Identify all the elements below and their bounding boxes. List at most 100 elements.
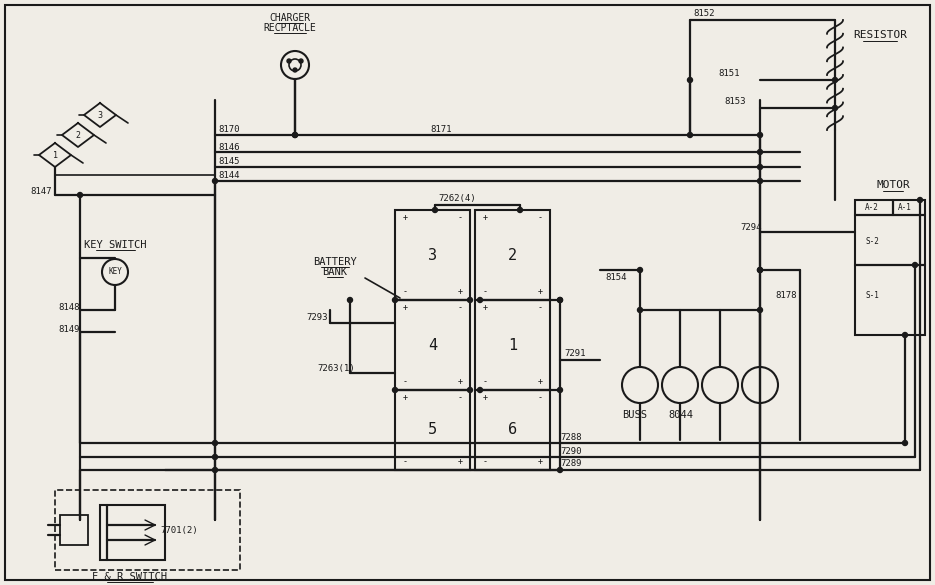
Bar: [475, 210, 550, 300]
Text: -: -: [538, 304, 542, 312]
Text: 7291: 7291: [564, 349, 585, 359]
Bar: [60, 515, 88, 545]
Circle shape: [757, 178, 763, 184]
Text: 2: 2: [76, 130, 80, 139]
Circle shape: [393, 387, 397, 393]
Bar: [395, 210, 470, 300]
Text: MOTOR: MOTOR: [876, 180, 910, 190]
Circle shape: [468, 387, 472, 393]
Text: 4: 4: [428, 338, 437, 353]
Text: CHARGER: CHARGER: [269, 13, 310, 23]
Circle shape: [687, 132, 693, 137]
Circle shape: [78, 192, 82, 198]
Text: +: +: [402, 214, 408, 222]
Text: 8151: 8151: [718, 70, 740, 78]
Text: 8152: 8152: [693, 9, 714, 19]
Text: 7288: 7288: [560, 432, 582, 442]
Text: 8144: 8144: [218, 171, 239, 181]
Bar: [100, 505, 165, 560]
Text: +: +: [457, 457, 463, 466]
Text: S-2: S-2: [865, 238, 879, 246]
Text: +: +: [457, 287, 463, 297]
Circle shape: [478, 298, 482, 302]
Text: -: -: [538, 214, 542, 222]
Circle shape: [348, 298, 352, 302]
Bar: [475, 390, 550, 470]
Circle shape: [638, 267, 642, 273]
Text: 7263(1): 7263(1): [317, 364, 354, 373]
Text: F & R SWITCH: F & R SWITCH: [93, 572, 167, 582]
Circle shape: [293, 132, 297, 137]
Text: 8145: 8145: [218, 157, 239, 167]
Circle shape: [287, 59, 291, 63]
Circle shape: [757, 308, 763, 312]
Circle shape: [757, 132, 763, 137]
Circle shape: [638, 308, 642, 312]
Text: 2: 2: [508, 247, 517, 263]
Text: 3: 3: [428, 247, 437, 263]
Text: 7262(4): 7262(4): [438, 194, 476, 202]
Circle shape: [478, 387, 482, 393]
Circle shape: [212, 455, 218, 459]
Circle shape: [917, 198, 923, 202]
Text: -: -: [402, 457, 408, 466]
Text: BANK: BANK: [323, 267, 348, 277]
Circle shape: [757, 267, 763, 273]
Text: BATTERY: BATTERY: [313, 257, 357, 267]
Text: 7289: 7289: [560, 459, 582, 469]
Circle shape: [468, 298, 472, 302]
Circle shape: [902, 332, 908, 338]
Text: 8153: 8153: [724, 98, 745, 106]
Text: -: -: [482, 287, 487, 297]
Text: +: +: [538, 287, 542, 297]
Text: 8171: 8171: [430, 125, 452, 133]
Text: -: -: [482, 457, 487, 466]
Bar: [475, 300, 550, 390]
Text: KEY SWITCH: KEY SWITCH: [84, 240, 146, 250]
Circle shape: [393, 298, 397, 302]
Text: 8147: 8147: [30, 188, 51, 197]
Text: 1: 1: [508, 338, 517, 353]
Circle shape: [687, 77, 693, 82]
Text: 8149: 8149: [58, 325, 79, 333]
Text: RESISTOR: RESISTOR: [853, 30, 907, 40]
Text: -: -: [402, 377, 408, 387]
Text: BUSS: BUSS: [622, 410, 647, 420]
Text: A-2: A-2: [865, 204, 879, 212]
Text: +: +: [538, 457, 542, 466]
Circle shape: [757, 150, 763, 154]
Circle shape: [212, 178, 218, 184]
Text: 3: 3: [97, 111, 103, 119]
Text: 7293: 7293: [306, 314, 327, 322]
Text: RECPTACLE: RECPTACLE: [264, 23, 316, 33]
Circle shape: [557, 387, 563, 393]
Text: -: -: [538, 394, 542, 402]
Text: KEY: KEY: [108, 267, 122, 277]
Circle shape: [557, 298, 563, 302]
Text: -: -: [482, 377, 487, 387]
Text: 7701(2): 7701(2): [160, 525, 197, 535]
Text: 8146: 8146: [218, 143, 239, 152]
Circle shape: [557, 298, 563, 302]
Circle shape: [212, 441, 218, 446]
Bar: [395, 300, 470, 390]
Text: S-1: S-1: [865, 291, 879, 300]
Text: 7294: 7294: [740, 222, 761, 232]
Text: -: -: [457, 304, 463, 312]
Text: -: -: [402, 287, 408, 297]
Circle shape: [433, 208, 438, 212]
Circle shape: [557, 467, 563, 473]
Text: 5: 5: [428, 422, 437, 438]
Text: 7290: 7290: [560, 446, 582, 456]
Bar: [55, 490, 240, 570]
Text: 8154: 8154: [605, 274, 626, 283]
Circle shape: [832, 77, 838, 82]
Text: -: -: [457, 394, 463, 402]
Circle shape: [293, 68, 297, 72]
Text: -: -: [457, 214, 463, 222]
Text: +: +: [402, 394, 408, 402]
Text: 1: 1: [52, 150, 57, 160]
Text: +: +: [457, 377, 463, 387]
Bar: [855, 200, 925, 335]
Circle shape: [517, 208, 523, 212]
